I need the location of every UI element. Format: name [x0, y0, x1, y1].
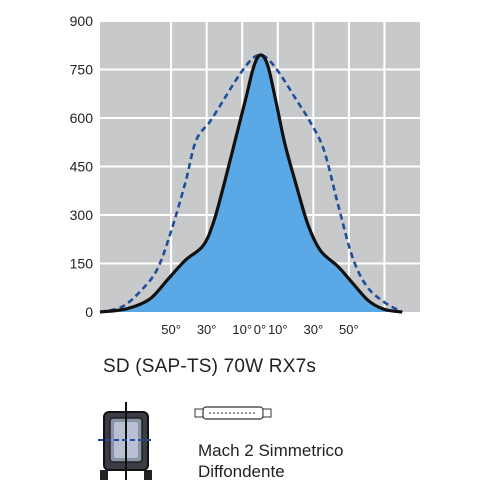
x-tick-label: 10° — [232, 322, 252, 337]
y-tick-label: 300 — [70, 207, 94, 223]
x-tick-label: 30° — [303, 322, 323, 337]
lamp-model-title: SD (SAP-TS) 70W RX7s — [103, 356, 317, 377]
y-tick-label: 750 — [70, 62, 94, 78]
optic-line-1: Mach 2 Simmetrico — [198, 441, 344, 460]
optic-description: Mach 2 Simmetrico Diffondente — [198, 440, 343, 482]
y-tick-label: 150 — [70, 256, 94, 272]
x-tick-label: 50° — [161, 322, 181, 337]
series-fill-area — [100, 54, 403, 312]
y-tick-label: 0 — [85, 304, 93, 320]
y-tick-label: 450 — [70, 159, 94, 175]
floodlight-fixture-icon — [96, 398, 158, 484]
x-tick-label: 30° — [197, 322, 217, 337]
x-tick-label: 0° — [254, 322, 266, 337]
y-tick-label: 600 — [70, 110, 94, 126]
series-line-solid — [99, 53, 403, 314]
x-tick-label: 10° — [268, 322, 288, 337]
y-tick-label: 900 — [70, 13, 94, 29]
x-tick-label: 50° — [339, 322, 359, 337]
optic-line-2: Diffondente — [198, 462, 285, 481]
series-line-dashed — [99, 53, 403, 314]
chart-svg: 0 150 300 450 600 750 900 50° 30° 10° 0° 10° 30° 50° — [70, 13, 420, 337]
photometric-chart: 0 150 300 450 600 750 900 50° 30° 10° 0° 10° 30° 50° — [70, 13, 420, 337]
linear-lamp-icon — [193, 404, 273, 422]
